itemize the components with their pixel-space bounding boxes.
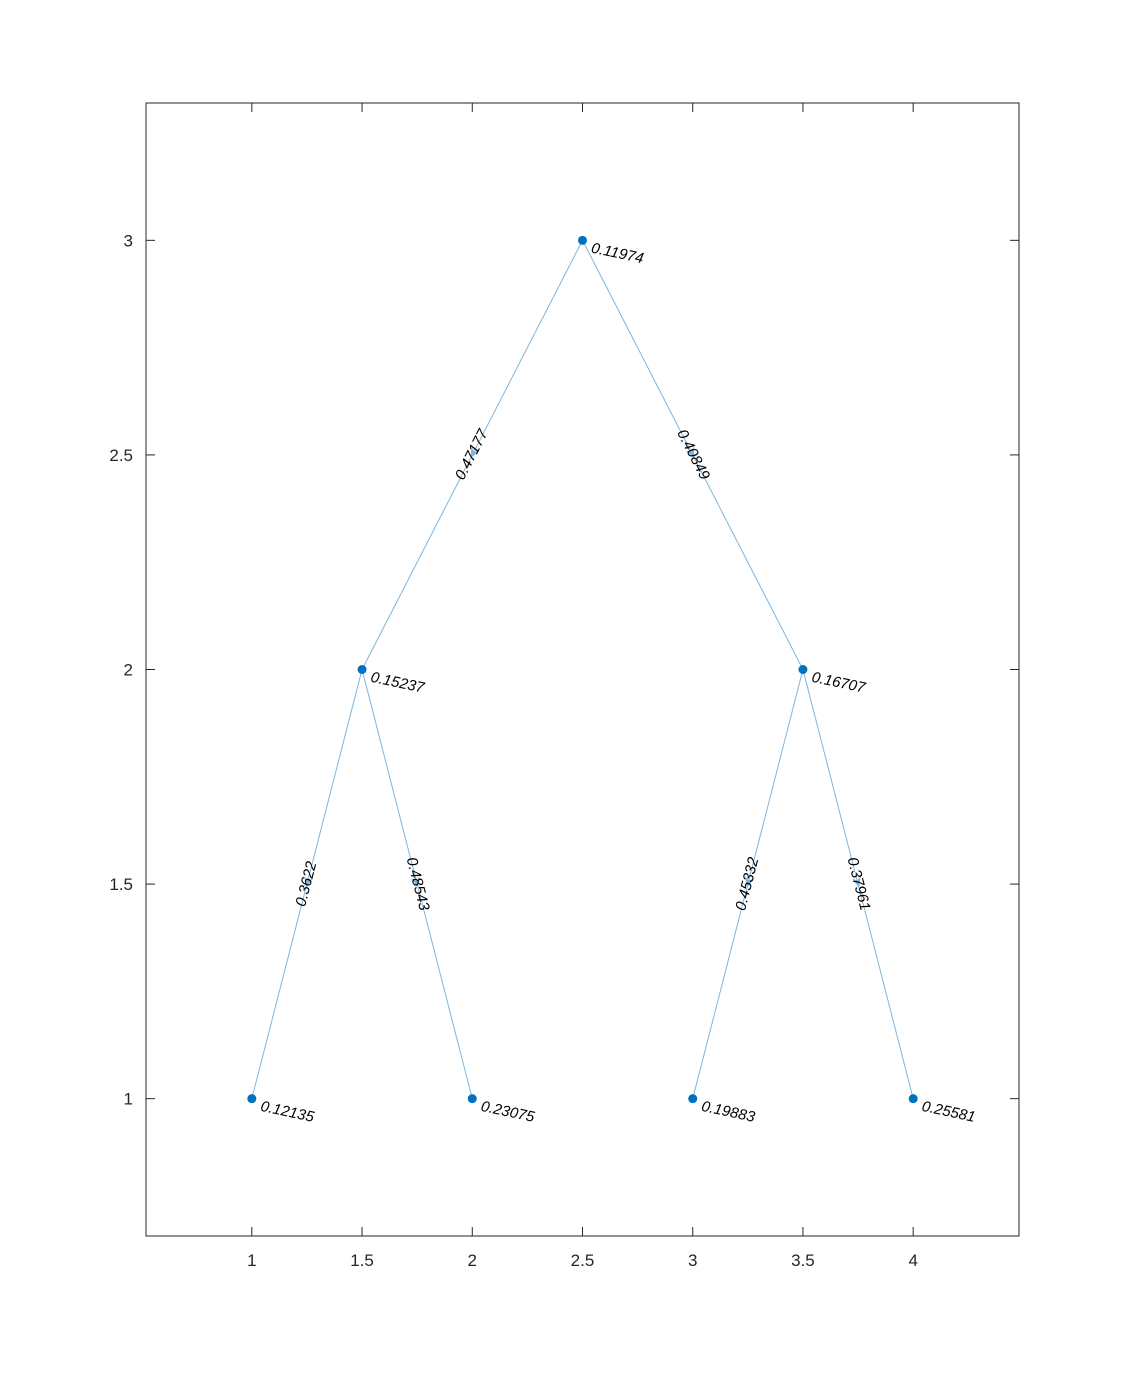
y-tick-label: 2	[124, 661, 133, 680]
y-tick-label: 3	[124, 231, 133, 250]
edge-arrowhead	[851, 876, 861, 888]
edge-arrowhead	[470, 446, 480, 459]
node-value-label: 0.11974	[590, 240, 645, 268]
edge-weight-label: 0.45332	[732, 855, 762, 912]
node-value-label: 0.16707	[810, 669, 867, 697]
edge-weight-label: 0.47177	[452, 426, 492, 483]
node-value-label: 0.15237	[369, 669, 426, 697]
x-tick-label: 2	[468, 1251, 477, 1270]
x-tick-label: 1.5	[350, 1251, 374, 1270]
node-value-label: 0.23075	[479, 1098, 536, 1126]
node-point	[578, 235, 587, 245]
nodes: 0.11974 0.15237 0.16707 0.12135 0.23075 0.198…	[247, 235, 977, 1126]
edge-arrowhead	[685, 446, 695, 459]
node-point	[908, 1094, 918, 1104]
axes: 1 1.5 2 2.5 3 3.5 4 1 1.5 2 2.5 3	[109, 102, 1020, 1270]
y-tick-label: 1.5	[109, 875, 133, 894]
node-value-label: 0.25581	[920, 1098, 977, 1126]
node-point	[247, 1094, 257, 1104]
node-value-label: 0.12135	[259, 1098, 316, 1126]
x-tick-label: 2.5	[571, 1251, 595, 1270]
edge-weight-label: 0.48543	[403, 856, 433, 913]
node-point	[688, 1094, 698, 1104]
x-tick-label: 4	[908, 1251, 917, 1270]
edge-weight-label: 0.37961	[844, 856, 874, 913]
node-value-label: 0.19883	[700, 1098, 757, 1126]
x-tick-label: 1	[247, 1251, 256, 1270]
plot-area-frame	[145, 102, 1020, 1237]
x-tick-label: 3	[688, 1251, 697, 1270]
edge-weight-label: 0.3622	[292, 859, 320, 908]
edge-arrowhead	[304, 876, 314, 888]
edge-arrowhead	[411, 876, 420, 888]
node-point	[467, 1094, 477, 1104]
node-point	[357, 665, 367, 674]
edge-weight-label: 0.40849	[673, 427, 713, 484]
edge-arrowhead	[745, 876, 754, 888]
y-tick-label: 2.5	[109, 446, 133, 465]
x-tick-label: 3.5	[791, 1251, 815, 1270]
y-tick-label: 1	[124, 1090, 133, 1109]
node-point	[798, 665, 808, 674]
